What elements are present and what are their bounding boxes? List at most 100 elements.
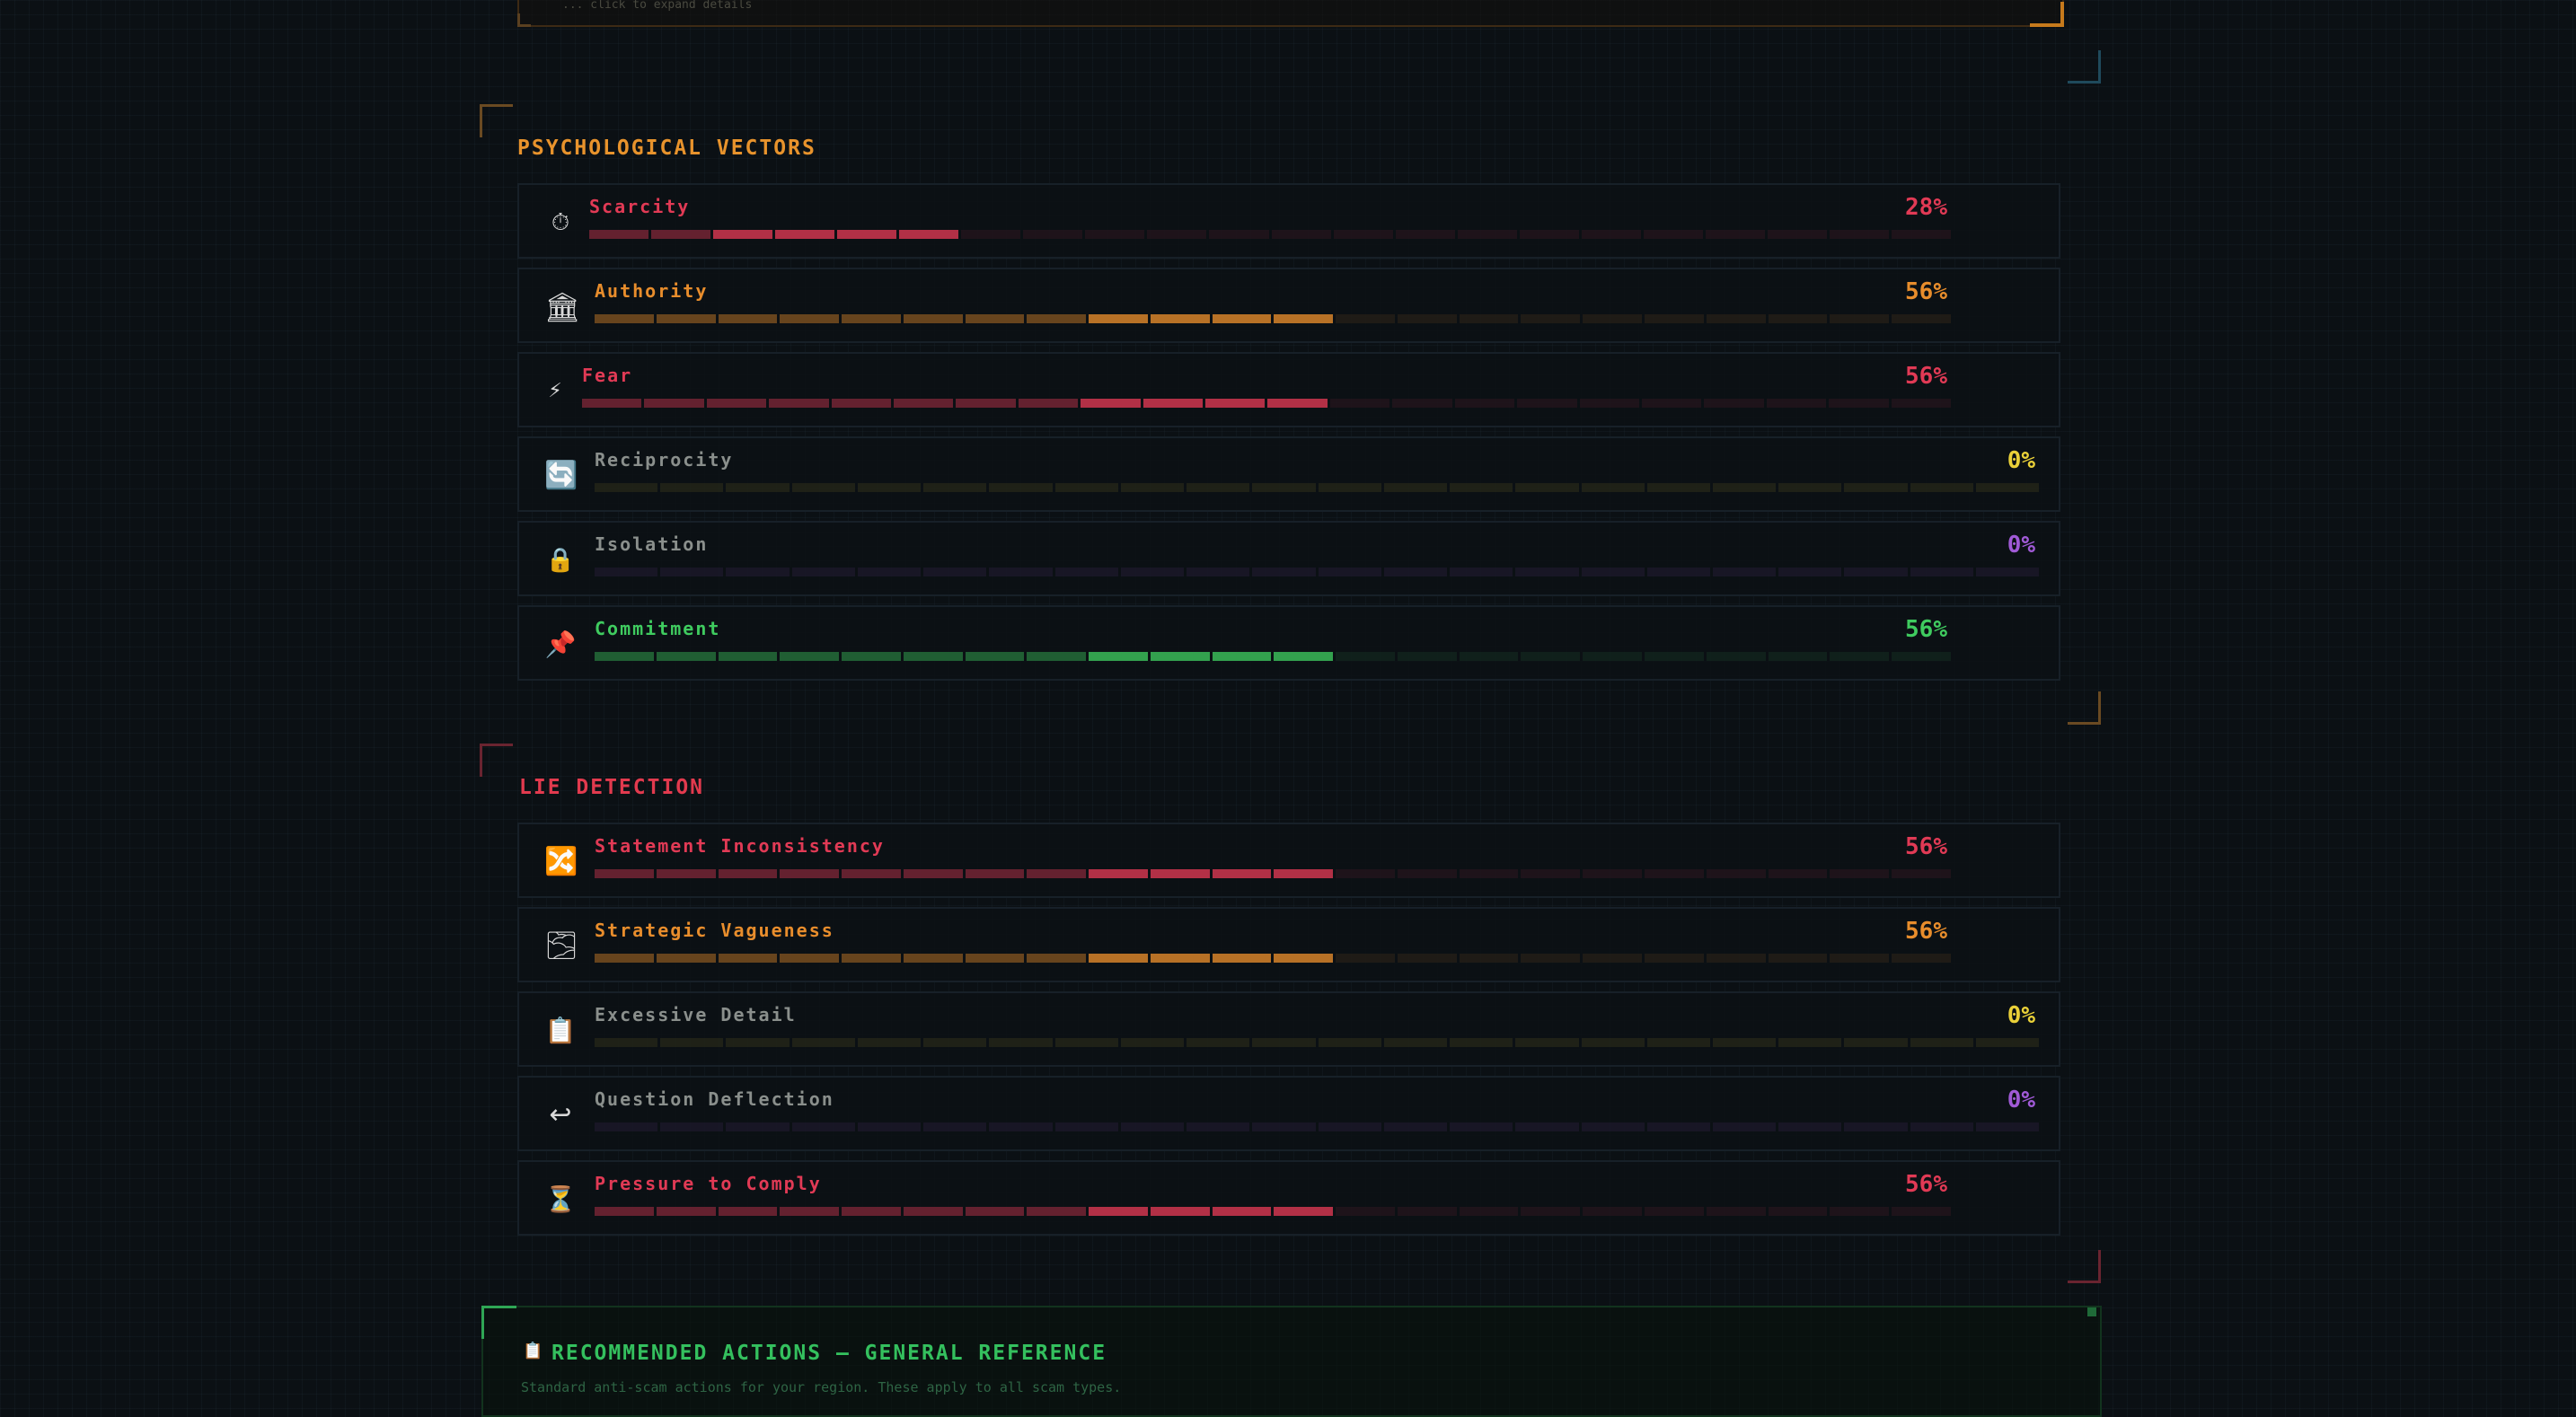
vector-card-excessive-detail[interactable]: 📋 Excessive Detail 0%: [517, 991, 2060, 1067]
progress-segment: [1768, 314, 1828, 323]
progress-segment: [1120, 1038, 1185, 1047]
progress-segment: [1892, 869, 1951, 878]
psychological-vectors-title: PSYCHOLOGICAL VECTORS: [517, 136, 816, 160]
panel-corner: [517, 13, 531, 27]
progress-segment: [1583, 652, 1643, 661]
progress-segment: [1336, 869, 1395, 878]
progress-segment: [1712, 483, 1777, 492]
progress-segment: [1767, 230, 1827, 239]
recommended-actions-panel: 📋 RECOMMENDED ACTIONS — GENERAL REFERENC…: [481, 1306, 2102, 1417]
vector-label: Question Deflection: [595, 1088, 834, 1110]
progress-segment: [1645, 869, 1704, 878]
vector-card-commitment[interactable]: 📌 Commitment 56%: [517, 605, 2060, 681]
progress-segment: [1333, 230, 1393, 239]
progress-segment: [1515, 1122, 1579, 1131]
progress-segment: [1515, 568, 1579, 576]
progress-segment: [1579, 399, 1639, 408]
vector-percent: 56%: [1905, 616, 1947, 643]
vector-card-reciprocity[interactable]: 🔄 Reciprocity 0%: [517, 436, 2060, 512]
progress-segment: [1910, 483, 1973, 492]
progress-segment: [1089, 869, 1148, 878]
progress-segment: [956, 399, 1016, 408]
progress-segment: [1054, 1122, 1118, 1131]
progress-segment: [1581, 483, 1645, 492]
progress-segment: [1212, 1207, 1272, 1216]
corner-bracket: [2068, 1250, 2101, 1283]
progress-segment: [1252, 1122, 1316, 1131]
progress-segment: [1454, 399, 1515, 408]
progress-bar: [595, 1122, 2040, 1131]
progress-segment: [1646, 1122, 1710, 1131]
progress-segment: [718, 954, 778, 963]
panel-corner: [481, 1306, 516, 1339]
progress-segment: [791, 483, 855, 492]
progress-segment: [1120, 483, 1185, 492]
progress-segment: [965, 314, 1025, 323]
vector-card-pressure-to-comply[interactable]: ⏳ Pressure to Comply 56%: [517, 1160, 2060, 1236]
progress-segment: [1336, 652, 1395, 661]
progress-segment: [1383, 568, 1448, 576]
vector-card-fear[interactable]: ⚡ Fear 56%: [517, 352, 2060, 427]
progress-segment: [1459, 954, 1519, 963]
progress-segment: [1274, 869, 1334, 878]
progress-segment: [1120, 568, 1185, 576]
progress-segment: [660, 483, 724, 492]
progress-segment: [903, 954, 963, 963]
progress-segment: [1706, 954, 1766, 963]
progress-bar: [595, 1207, 1951, 1216]
progress-bar: [595, 869, 1951, 878]
progress-segment: [595, 1038, 658, 1047]
progress-segment: [1892, 1207, 1951, 1216]
progress-segment: [1150, 652, 1210, 661]
progress-segment: [1054, 568, 1118, 576]
progress-segment: [1336, 954, 1395, 963]
progress-segment: [1830, 652, 1890, 661]
vector-label: Fear: [582, 365, 633, 386]
progress-segment: [842, 869, 901, 878]
progress-segment: [1457, 230, 1517, 239]
progress-segment: [1018, 399, 1079, 408]
progress-segment: [1081, 399, 1141, 408]
progress-bar: [595, 483, 2040, 492]
vector-card-scarcity[interactable]: ⏱ Scarcity 28%: [517, 183, 2060, 259]
vector-card-question-deflection[interactable]: ↩ Question Deflection 0%: [517, 1076, 2060, 1151]
vector-percent: 56%: [1905, 918, 1947, 945]
vector-card-strategic-vagueness[interactable]: 🌫 Strategic Vagueness 56%: [517, 907, 2060, 982]
progress-segment: [791, 568, 855, 576]
progress-segment: [1027, 652, 1087, 661]
corner-bracket: [2068, 50, 2101, 84]
fog-icon: 🌫: [544, 930, 579, 962]
vector-label: Statement Inconsistency: [595, 835, 885, 857]
vector-percent: 56%: [1905, 278, 1947, 305]
vector-card-isolation[interactable]: 🔒 Isolation 0%: [517, 521, 2060, 596]
progress-segment: [1581, 1038, 1645, 1047]
progress-segment: [1521, 869, 1581, 878]
clipboard-icon: 📋: [544, 1016, 577, 1045]
progress-segment: [1706, 1207, 1766, 1216]
progress-segment: [1318, 1122, 1381, 1131]
vector-card-statement-inconsistency[interactable]: 🔀 Statement Inconsistency 56%: [517, 823, 2060, 898]
progress-segment: [961, 230, 1021, 239]
vector-label: Authority: [595, 280, 709, 302]
progress-segment: [1643, 230, 1703, 239]
vector-card-authority[interactable]: 🏛 Authority 56%: [517, 268, 2060, 343]
progress-segment: [656, 1207, 716, 1216]
progress-segment: [775, 230, 835, 239]
progress-segment: [1089, 954, 1148, 963]
progress-segment: [1645, 314, 1704, 323]
progress-segment: [1336, 1207, 1395, 1216]
progress-segment: [1517, 399, 1577, 408]
recommended-actions-subtitle: Standard anti-scam actions for your regi…: [521, 1379, 1122, 1395]
progress-segment: [1975, 1038, 2040, 1047]
progress-segment: [1712, 568, 1777, 576]
return-arrow-icon: ↩: [549, 1099, 572, 1131]
progress-segment: [1641, 399, 1702, 408]
progress-segment: [791, 1038, 855, 1047]
progress-segment: [989, 483, 1053, 492]
progress-segment: [1645, 954, 1704, 963]
progress-segment: [1830, 1207, 1890, 1216]
progress-segment: [1768, 1207, 1828, 1216]
details-panel[interactable]: ... click to expand details: [517, 0, 2064, 27]
progress-segment: [1778, 1122, 1842, 1131]
progress-segment: [989, 1038, 1053, 1047]
